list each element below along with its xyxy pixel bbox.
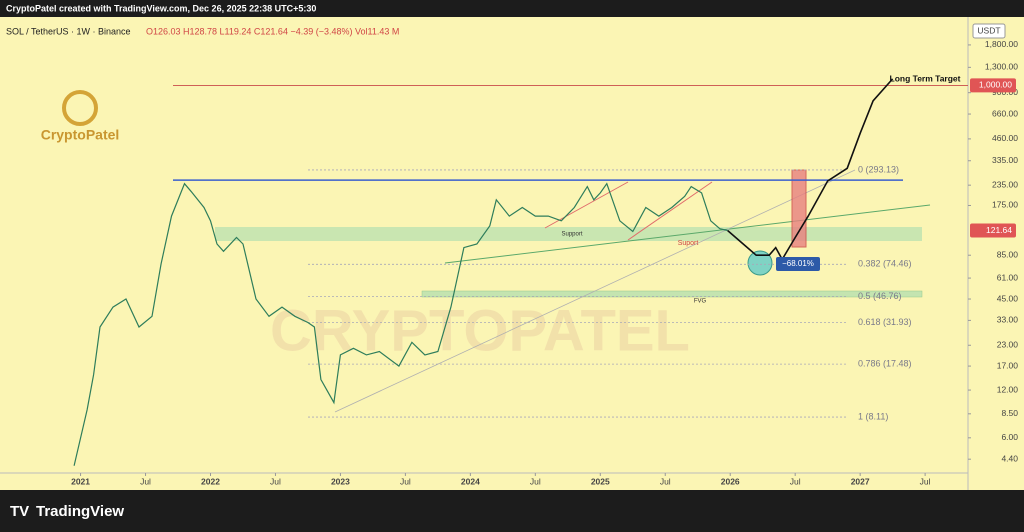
x-tick-label: Jul [790, 476, 801, 486]
fib-label: 0.382 (74.46) [858, 259, 912, 269]
y-tick-label: 12.00 [997, 384, 1019, 394]
annotation: Suport [678, 240, 699, 247]
watermark: CRYPTOPATEL [270, 298, 690, 363]
fib-label: 0.786 (17.48) [858, 359, 912, 369]
currency: USDT [977, 25, 1000, 35]
y-tick-label: 45.00 [997, 293, 1019, 303]
x-tick-label: Jul [660, 476, 671, 486]
y-tick-label: 335.00 [992, 155, 1018, 165]
x-tick-label: 2027 [851, 476, 870, 486]
symbol-title: SOL / TetherUS · 1W · Binance [6, 26, 131, 36]
fib-label: 1 (8.11) [858, 411, 888, 421]
price-label: 121.64 [986, 225, 1012, 235]
header-credit: CryptoPatel created with TradingView.com… [6, 3, 316, 13]
y-tick-label: 4.40 [1001, 453, 1018, 463]
x-tick-label: Jul [400, 476, 411, 486]
x-tick-label: Jul [140, 476, 151, 486]
x-tick-label: 2023 [331, 476, 350, 486]
x-tick-label: 2022 [201, 476, 220, 486]
channel-line [627, 181, 713, 241]
x-tick-label: Jul [920, 476, 931, 486]
logo-text: CryptoPatel [41, 127, 120, 143]
trendline [444, 204, 931, 264]
fib-label: 0.5 (46.76) [858, 291, 902, 301]
currency-box [972, 23, 1006, 39]
x-tick-label: 2024 [461, 476, 480, 486]
annotation: −68.01% [782, 259, 814, 268]
x-tick-label: Jul [270, 476, 281, 486]
y-tick-label: 33.00 [997, 315, 1019, 325]
price-line [727, 78, 894, 262]
y-tick-label: 175.00 [992, 200, 1018, 210]
y-tick-label: 85.00 [997, 249, 1019, 259]
y-tick-label: 8.50 [1001, 408, 1018, 418]
y-tick-label: 17.00 [997, 360, 1019, 370]
y-tick-label: 23.00 [997, 340, 1019, 350]
x-tick-label: 2025 [591, 476, 610, 486]
header-bar [0, 0, 1024, 17]
x-tick-label: 2021 [71, 476, 90, 486]
y-tick-label: 1,800.00 [985, 39, 1018, 49]
y-tick-label: 460.00 [992, 133, 1018, 143]
footer-logo: TV TradingView [10, 503, 124, 520]
svg-text:TV: TV [10, 503, 29, 520]
price-line [73, 182, 728, 466]
footer-bar [0, 490, 1024, 532]
price-label-box [970, 223, 1016, 238]
price-label-box [970, 78, 1016, 93]
x-tick-label: 2026 [721, 476, 740, 486]
fib-label: 0 (293.13) [858, 164, 899, 174]
annotation: Support [561, 232, 582, 238]
x-tick-label: Jul [530, 476, 541, 486]
y-tick-label: 61.00 [997, 272, 1019, 282]
footer-brand: TradingView [36, 503, 124, 520]
drop-label-box [776, 257, 820, 271]
y-tick-label: 660.00 [992, 108, 1018, 118]
y-tick-label: 1,300.00 [985, 62, 1018, 72]
y-tick-label: 6.00 [1001, 432, 1018, 442]
logo-icon [62, 90, 98, 126]
target-box [791, 169, 807, 248]
fvg-zone [421, 290, 923, 298]
y-tick-label: 235.00 [992, 179, 1018, 189]
ohlc-legend: O126.03 H128.78 L119.24 C121.64 −4.39 (−… [146, 26, 399, 36]
annotation: Long Term Target [890, 73, 961, 83]
price-label: 1,000.00 [979, 80, 1012, 90]
annotation: FVG [694, 299, 707, 305]
chart-bg [0, 17, 1024, 490]
fib-label: 0.618 (31.93) [858, 317, 912, 327]
bottom-marker [747, 250, 773, 276]
trendline [334, 169, 856, 413]
support-zone [215, 227, 922, 241]
